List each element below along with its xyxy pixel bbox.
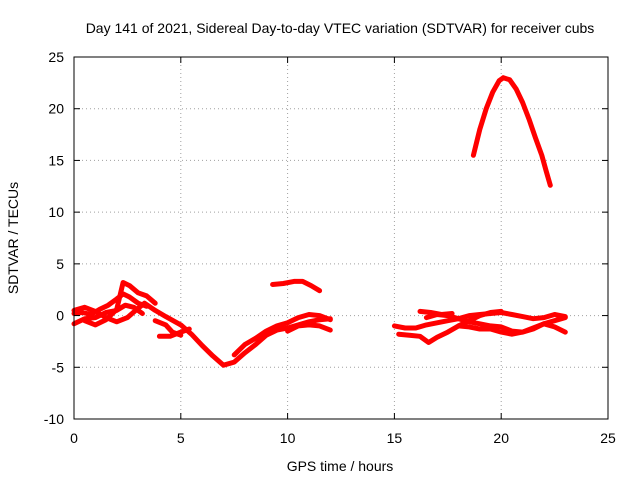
x-tick-label: 5 bbox=[177, 430, 185, 446]
x-tick-label: 10 bbox=[280, 430, 296, 446]
x-tick-label: 15 bbox=[387, 430, 403, 446]
series-sat-d bbox=[71, 300, 333, 368]
series-sat-i bbox=[270, 278, 323, 294]
axis-ticks bbox=[73, 56, 609, 420]
plot-frame bbox=[73, 56, 609, 420]
series-sat-o bbox=[470, 75, 553, 188]
y-tick-label: 25 bbox=[48, 49, 64, 65]
y-tick-label: 10 bbox=[48, 204, 64, 220]
series-sat-k bbox=[396, 308, 504, 345]
data-series bbox=[71, 75, 568, 368]
x-tick-label: 25 bbox=[600, 430, 616, 446]
x-tick-label: 20 bbox=[493, 430, 509, 446]
tick-labels: 0 5 10 15 20 25 -10 -5 0 5 10 15 20 25 bbox=[44, 49, 616, 446]
series-sat-h bbox=[285, 322, 333, 334]
y-tick-label: 5 bbox=[56, 256, 64, 272]
y-tick-label: 20 bbox=[48, 101, 64, 117]
series-sat-n bbox=[417, 308, 455, 317]
chart-title: Day 141 of 2021, Sidereal Day-to-day VTE… bbox=[86, 20, 595, 36]
y-tick-label: 0 bbox=[56, 308, 64, 324]
series-sat-m bbox=[456, 321, 568, 337]
series-sat-a bbox=[71, 291, 150, 317]
series-sat-f bbox=[156, 326, 192, 339]
y-tick-label: 15 bbox=[48, 152, 64, 168]
grid bbox=[74, 57, 608, 419]
series-sat-g bbox=[231, 312, 333, 358]
y-tick-label: -5 bbox=[52, 359, 65, 375]
y-tick-label: -10 bbox=[44, 411, 64, 427]
series-sat-c bbox=[82, 280, 158, 328]
x-tick-label: 0 bbox=[70, 430, 78, 446]
x-axis-title: GPS time / hours bbox=[287, 458, 394, 474]
y-axis-title: SDTVAR / TECUs bbox=[5, 182, 21, 294]
